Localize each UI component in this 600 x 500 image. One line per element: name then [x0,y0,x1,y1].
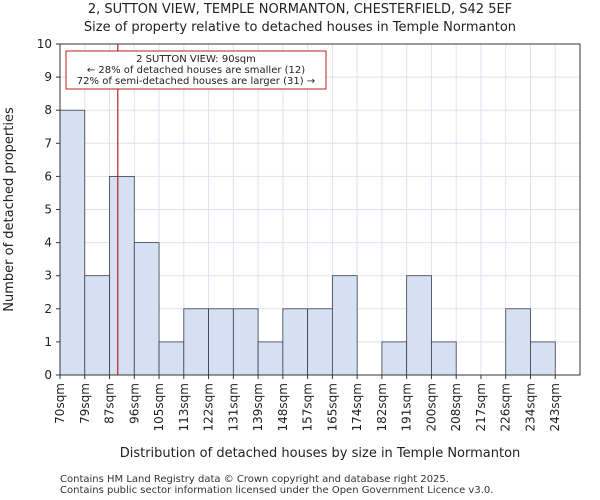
x-tick-label: 87sqm [103,383,117,424]
bar-70sqm [59,109,86,376]
x-tick-label: 200sqm [424,383,438,431]
y-tick-label: 9 [44,70,52,84]
bar-105sqm [158,341,185,376]
x-tick-label: 217sqm [474,383,488,431]
x-tick-label: 174sqm [350,383,364,431]
y-tick-label: 7 [44,136,52,150]
x-tick-label: 165sqm [325,383,339,431]
x-tick-label: 226sqm [499,383,513,431]
y-tick-label: 8 [44,103,52,117]
bar-79sqm [84,275,110,376]
x-tick-label: 234sqm [523,383,537,431]
bar-96sqm [133,242,160,376]
bar-122sqm [208,308,234,376]
bar-182sqm [381,341,408,376]
x-tick-label: 70sqm [53,383,67,424]
chart-title-line1: 2, SUTTON VIEW, TEMPLE NORMANTON, CHESTE… [87,2,513,17]
y-tick-label: 1 [44,335,52,349]
bar-191sqm [406,275,432,376]
x-axis-label: Distribution of detached houses by size … [120,446,521,461]
bar-131sqm [232,308,259,376]
y-tick-label: 6 [44,169,52,183]
chart-title-line2: Size of property relative to detached ho… [83,20,517,35]
x-tick-label: 243sqm [548,383,562,431]
bar-148sqm [282,308,309,376]
bar-200sqm [431,341,457,376]
bar-234sqm [530,341,556,376]
x-tick-label: 182sqm [375,383,389,431]
footer-copyright: Contains HM Land Registry data © Crown c… [60,474,449,485]
x-tick-label: 96sqm [127,383,141,424]
y-tick-label: 3 [44,269,52,283]
annotation-larger: 72% of semi-detached houses are larger (… [77,76,315,87]
x-tick-label: 113sqm [177,383,191,431]
x-tick-label: 148sqm [276,383,290,431]
footer-licence: Contains public sector information licen… [60,485,494,496]
y-axis-label: Number of detached properties [2,107,17,312]
x-tick-label: 122sqm [202,383,216,431]
x-tick-label: 131sqm [226,383,240,431]
x-tick-label: 79sqm [78,383,92,424]
bar-226sqm [505,308,531,376]
bar-113sqm [183,308,209,376]
x-tick-label: 191sqm [400,383,414,431]
y-tick-label: 5 [44,203,52,217]
x-tick-label: 157sqm [301,383,315,431]
bar-87sqm [109,175,135,376]
annotation-title: 2 SUTTON VIEW: 90sqm [136,54,256,65]
x-tick-label: 139sqm [251,383,265,431]
annotation-smaller: ← 28% of detached houses are smaller (12… [87,65,305,76]
bar-157sqm [307,308,333,376]
y-tick-label: 2 [44,302,52,316]
bar-165sqm [331,275,358,376]
x-tick-label: 105sqm [152,383,166,431]
y-tick-label: 4 [44,236,52,250]
annotation-box [65,50,327,90]
bar-139sqm [257,341,284,376]
x-tick-label: 208sqm [449,383,463,431]
y-tick-label: 0 [44,368,52,382]
y-tick-label: 10 [37,37,52,51]
